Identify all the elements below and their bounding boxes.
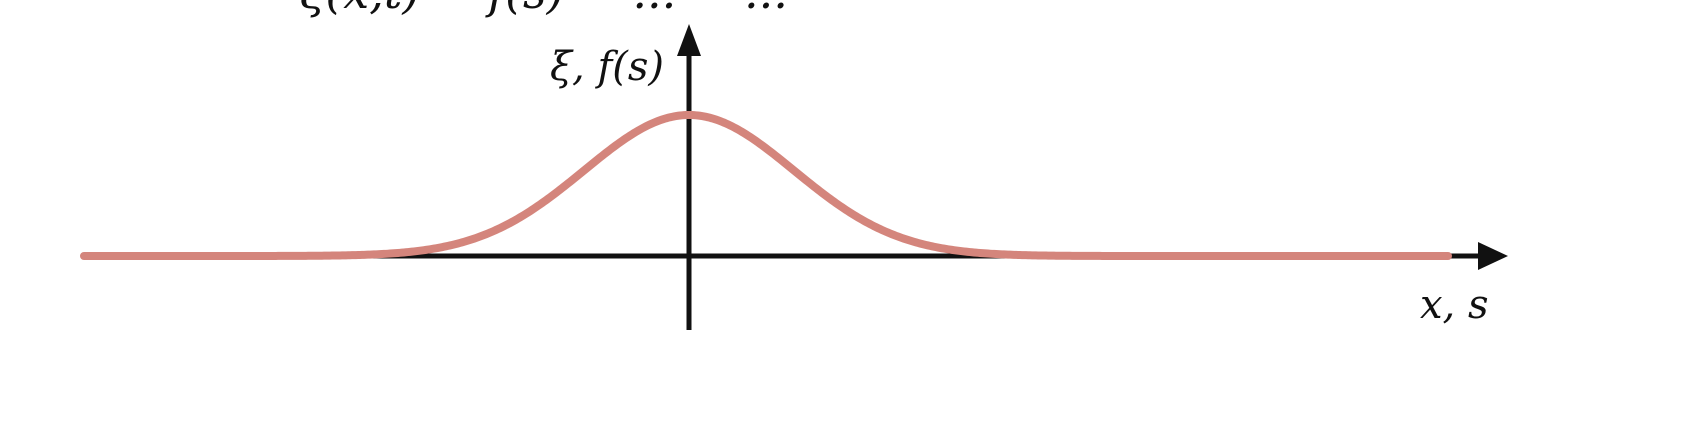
gaussian-curve [80,111,1452,260]
y-axis-label: ξ, f(s) [550,44,664,90]
top-equation-fragment: ξ(x,t) = f(s) = ... = ... [300,0,788,19]
x-axis-arrow-icon [1478,242,1508,270]
x-axis-label: x, s [1420,282,1489,328]
top-equation-text: ξ(x,t) = f(s) = ... = ... [300,0,788,19]
y-axis-arrow-icon [677,24,701,56]
